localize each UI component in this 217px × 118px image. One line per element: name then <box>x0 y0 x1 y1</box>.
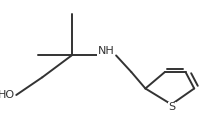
Text: S: S <box>169 102 176 112</box>
Text: NH: NH <box>98 46 115 56</box>
Text: HO: HO <box>0 90 15 100</box>
